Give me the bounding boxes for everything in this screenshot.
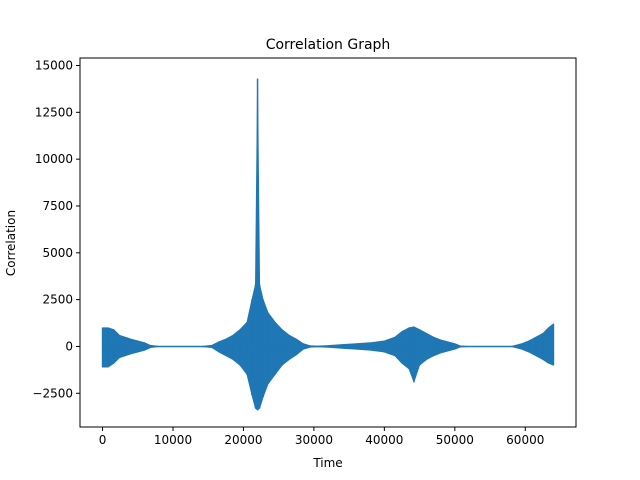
axes-frame xyxy=(79,57,577,428)
plot-area xyxy=(101,78,555,411)
y-axis-label: Correlation xyxy=(4,210,18,276)
chart-title: Correlation Graph xyxy=(266,37,391,53)
x-tick-label: 50000 xyxy=(436,433,474,447)
axis-ticks: 0 10000 20000 30000 40000 50000 60000 −2500 0 250… xyxy=(32,58,544,447)
y-tick-label: 2500 xyxy=(42,293,73,307)
x-tick-label: 40000 xyxy=(365,433,403,447)
x-tick-label: 60000 xyxy=(506,433,544,447)
y-tick-label: 12500 xyxy=(35,105,73,119)
x-axis-label: Time xyxy=(312,456,342,470)
x-tick-label: 10000 xyxy=(154,433,192,447)
y-tick-label: 7500 xyxy=(42,199,73,213)
x-tick-label: 30000 xyxy=(295,433,333,447)
y-tick-label: 10000 xyxy=(35,152,73,166)
x-tick-label: 0 xyxy=(99,433,107,447)
y-tick-label: −2500 xyxy=(32,386,73,400)
y-tick-label: 5000 xyxy=(42,246,73,260)
y-tick-label: 15000 xyxy=(35,58,73,72)
y-tick-label: 0 xyxy=(65,339,73,353)
x-tick-label: 20000 xyxy=(224,433,262,447)
